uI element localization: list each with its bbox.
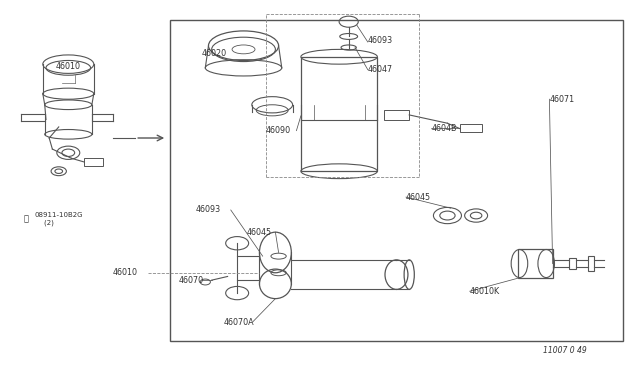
Text: 46010: 46010 bbox=[56, 61, 81, 71]
Text: 46093: 46093 bbox=[196, 205, 221, 215]
Text: 46010: 46010 bbox=[113, 268, 138, 277]
Text: 46071: 46071 bbox=[549, 95, 575, 104]
Text: 46045: 46045 bbox=[246, 228, 272, 237]
Bar bbox=[588, 256, 594, 271]
Bar bbox=[460, 124, 483, 132]
Text: 46010K: 46010K bbox=[470, 287, 500, 296]
Bar bbox=[568, 258, 576, 269]
Bar bbox=[170, 20, 623, 341]
Text: 46093: 46093 bbox=[368, 36, 393, 45]
Text: 11007 0 49: 11007 0 49 bbox=[543, 346, 587, 355]
Text: Ⓝ: Ⓝ bbox=[24, 215, 29, 224]
Text: 46045: 46045 bbox=[406, 193, 431, 202]
Text: 46070A: 46070A bbox=[223, 318, 254, 327]
Bar bbox=[301, 57, 378, 171]
Text: 46070: 46070 bbox=[179, 276, 204, 285]
Text: 08911-10B2G
    (2): 08911-10B2G (2) bbox=[35, 212, 83, 226]
Text: 46020: 46020 bbox=[202, 49, 227, 58]
Bar bbox=[384, 110, 409, 119]
Text: 46090: 46090 bbox=[266, 126, 291, 135]
Bar bbox=[518, 249, 552, 278]
Bar bbox=[84, 158, 103, 166]
Text: 4604B: 4604B bbox=[431, 124, 457, 133]
Text: 46047: 46047 bbox=[368, 65, 393, 74]
